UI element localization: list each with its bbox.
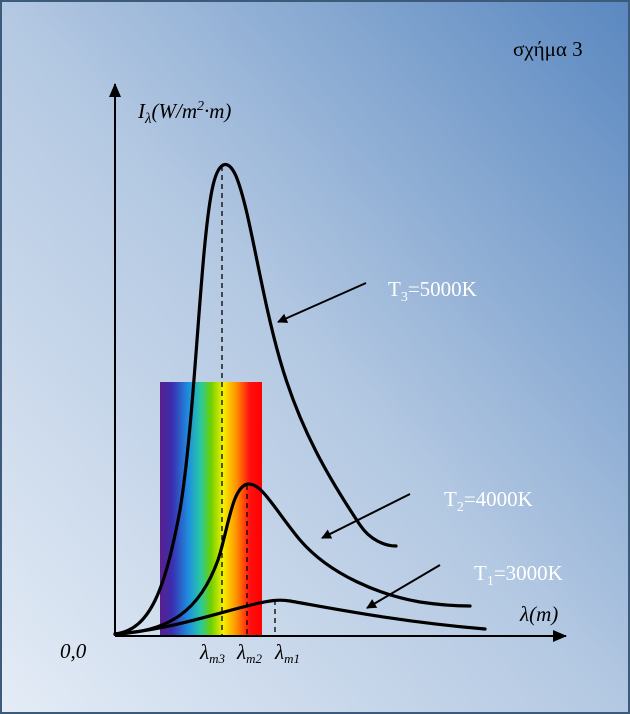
label-part: I (137, 99, 146, 123)
label-part: m3 (209, 651, 225, 666)
label-part: T (388, 277, 401, 301)
label-part: λ (236, 640, 246, 664)
visible-spectrum (160, 382, 262, 636)
curve-t1 (113, 598, 487, 636)
curve-pointer (321, 493, 411, 539)
curve-pointer (277, 282, 367, 323)
label-part: (W/m (152, 99, 198, 123)
label-part: λ (274, 640, 284, 664)
label-part: m1 (284, 651, 300, 666)
peak-label: λm2 (236, 640, 262, 666)
peak-guides (221, 166, 276, 636)
figure-label: σχήμα 3 (513, 37, 583, 61)
label-part: λ (199, 640, 209, 664)
label-part: T (474, 561, 487, 585)
label-part: m2 (246, 651, 262, 666)
label-part: =5000K (408, 277, 477, 301)
x-axis-label: λ(m) (519, 602, 558, 626)
label-part: 2 (197, 99, 204, 114)
curve-label: T3=5000K (388, 277, 477, 305)
label-part: 3 (401, 290, 408, 305)
curve-label: T2=4000K (444, 487, 533, 515)
label-part: λ (144, 111, 152, 127)
label-part: 1 (487, 574, 494, 589)
curve-pointer (366, 564, 441, 609)
y-axis-label: Iλ(W/m2·m) (137, 99, 231, 127)
curve-label: T1=3000K (474, 561, 563, 589)
label-part: ·m) (204, 99, 231, 123)
label-part: =4000K (464, 487, 533, 511)
label-part: =3000K (494, 561, 563, 585)
label-part: 2 (457, 500, 464, 515)
peak-label: λm1 (274, 640, 300, 666)
label-part: T (444, 487, 457, 511)
peak-label: λm3 (199, 640, 225, 666)
curve-t2 (113, 482, 472, 636)
origin-label: 0,0 (60, 639, 87, 663)
curve-t3 (113, 163, 398, 636)
